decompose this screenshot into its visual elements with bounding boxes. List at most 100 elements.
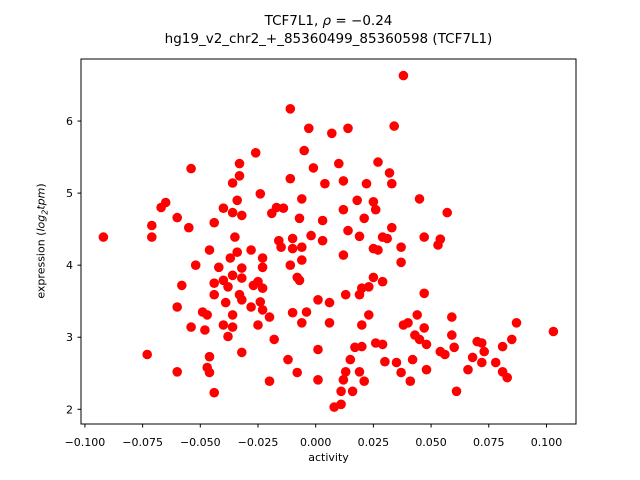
data-point [287,307,298,318]
data-point [209,278,219,289]
data-point [230,232,240,242]
data-point [246,245,256,255]
data-point [403,318,413,328]
data-point [204,367,215,378]
data-point [368,197,379,207]
data-point [391,357,402,368]
y-tick-label: 4 [66,259,73,272]
data-point [313,375,323,385]
data-point [324,318,335,328]
data-point [264,312,275,322]
data-point [285,260,296,271]
data-point [447,330,457,340]
data-point [232,195,242,206]
data-point [225,253,236,263]
x-tick-label: 0.050 [415,436,447,449]
data-point [354,289,365,300]
data-point [209,217,219,228]
data-point [451,386,462,397]
data-point [396,242,406,252]
x-tick-label: 0.075 [473,436,505,449]
data-point [253,320,263,330]
data-point [414,334,425,345]
data-point [467,352,478,363]
data-point [359,376,370,387]
data-point [246,302,256,312]
x-tick-label: −0.100 [65,436,106,449]
data-point [442,207,453,218]
data-point [223,331,233,342]
data-point [350,342,360,353]
data-point [373,157,383,167]
data-point [548,326,559,337]
data-point [297,318,307,328]
data-point [227,207,238,218]
data-point [324,297,335,308]
data-point [421,364,432,375]
data-point [285,104,296,114]
data-point [477,357,487,368]
data-point [338,250,349,260]
data-point [269,334,280,345]
data-point [334,158,344,169]
data-point [449,342,460,353]
data-point [317,215,328,226]
data-point [237,210,247,221]
data-point [234,171,245,181]
data-point [327,128,337,139]
y-axis-label: expression (log2tpm) [34,183,49,298]
data-point [202,310,212,320]
data-point [287,233,298,244]
data-point [507,334,517,345]
data-point [502,372,512,383]
data-point [294,213,305,224]
data-point [204,351,215,362]
data-point [396,367,406,378]
plot-frame [80,58,577,425]
chart-title: TCF7L1, ρ = −0.24 hg19_v2_chr2_+_8536049… [81,12,576,48]
x-tick-label: −0.050 [180,436,221,449]
chart-title-line1: TCF7L1, ρ = −0.24 [81,12,576,30]
data-point [227,178,238,188]
chart-title-line2: hg19_v2_chr2_+_85360499_85360598 (TCF7L1… [164,31,493,47]
ylabel-tpm-text: tpm [34,187,48,210]
data-point [172,302,182,312]
data-point [490,357,501,368]
data-point [190,260,201,271]
data-point [317,235,328,246]
axis-tick-group: −0.100 −0.075 −0.050 −0.025 0.000 0.025 0.050 0… [65,115,563,449]
data-point-group [98,70,559,412]
ylabel-close-paren: ) [34,183,48,188]
data-point [276,242,286,252]
data-point [384,168,395,178]
data-point [237,295,247,305]
data-point [301,307,312,317]
data-point [209,289,219,300]
data-point [186,322,196,332]
data-point [382,233,393,244]
x-tick-label: −0.075 [122,436,163,449]
data-point [285,173,296,184]
data-point [257,305,268,315]
data-point [267,208,277,219]
data-point [287,243,298,254]
x-tick-label: 0.100 [531,436,563,449]
title-gene-text: TCF7L1, [264,13,323,29]
data-point [147,232,157,242]
y-tick-label: 2 [66,403,73,416]
data-point [387,222,397,233]
data-point [297,242,307,252]
y-tick-label: 5 [66,187,73,200]
data-point [218,203,229,213]
x-tick-label: 0.025 [358,436,390,449]
data-point [340,289,351,300]
data-point [338,176,349,186]
data-point [414,194,425,204]
data-point [294,275,305,286]
data-point [299,145,310,156]
data-point [232,247,242,257]
data-point [419,232,430,242]
data-point [308,163,319,173]
data-point [237,263,247,273]
